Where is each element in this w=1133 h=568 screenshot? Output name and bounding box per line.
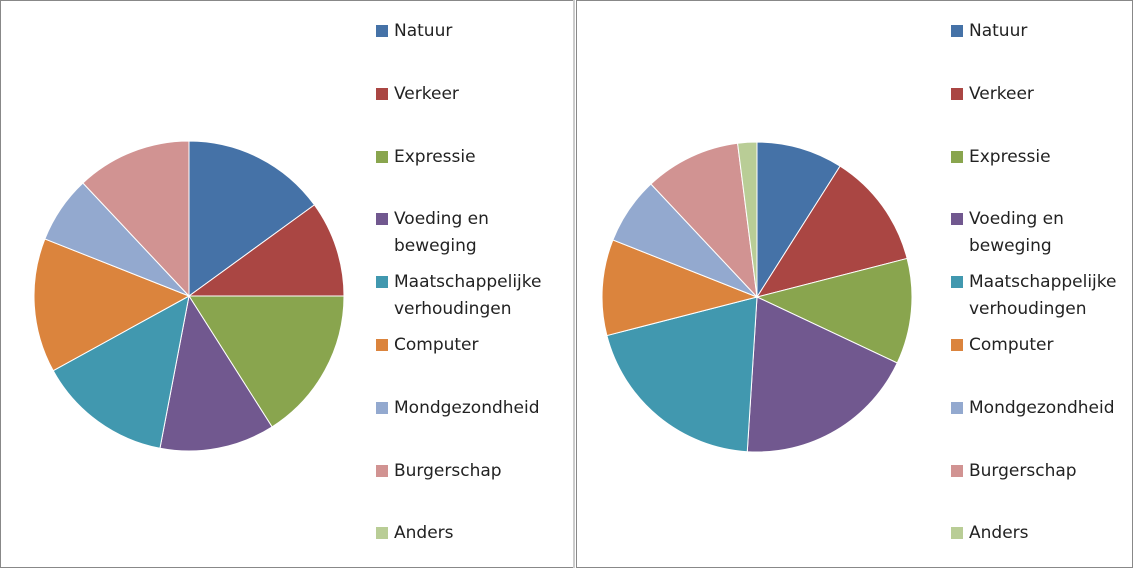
separator xyxy=(573,0,575,568)
pie-slice xyxy=(756,141,841,299)
pie-slice xyxy=(33,238,191,372)
legend-label: Expressie xyxy=(969,146,1051,167)
legend-item: Voeding en beweging xyxy=(376,206,559,260)
legend-swatch xyxy=(951,150,963,163)
pie-slice xyxy=(187,204,345,297)
chart-panel: Natuur Verkeer Expressie Voeding en bewegin… xyxy=(576,0,1133,568)
legend-swatch xyxy=(376,150,388,163)
legend-swatch xyxy=(951,25,963,37)
pie-slice xyxy=(746,296,898,453)
legend-label: Mondgezondheid xyxy=(394,397,540,418)
legend-swatch xyxy=(376,464,388,477)
pie-slice xyxy=(755,165,908,298)
legend-swatch xyxy=(376,213,388,226)
pie-slice xyxy=(737,141,758,298)
legend-item: Verkeer xyxy=(376,81,559,108)
legend-item: Mondgezondheid xyxy=(951,395,1133,422)
pie-chart xyxy=(601,141,913,453)
pie-slice xyxy=(188,295,345,428)
legend-label: Burgerschap xyxy=(969,460,1077,481)
legend-label: Anders xyxy=(969,523,1029,544)
legend-swatch xyxy=(951,87,963,100)
legend-label: Expressie xyxy=(394,146,476,167)
legend-item: Maatschappelijke verhoudingen xyxy=(951,269,1133,323)
legend-label: Voeding en beweging xyxy=(969,209,1064,257)
legend-swatch xyxy=(376,87,388,100)
legend-item: Voeding en beweging xyxy=(951,206,1133,260)
legend-item: Natuur xyxy=(376,18,559,45)
pie-slice xyxy=(159,294,273,452)
legend-item: Burgerschap xyxy=(376,458,559,485)
pie-slice xyxy=(606,296,758,453)
legend-swatch xyxy=(376,276,388,289)
legend-label: Anders xyxy=(394,523,454,544)
legend-item: Expressie xyxy=(951,144,1133,171)
pie-slice xyxy=(601,239,759,337)
legend-label: Computer xyxy=(969,335,1054,355)
legend-label: Voeding en beweging xyxy=(394,209,489,257)
legend-label: Maatschappelijke verhoudingen xyxy=(394,272,542,320)
legend-swatch xyxy=(376,401,388,414)
pie-chart xyxy=(33,140,345,452)
legend-swatch xyxy=(951,527,963,540)
legend-swatch xyxy=(376,25,388,37)
legend-swatch xyxy=(951,213,963,226)
legend-label: Natuur xyxy=(394,21,453,41)
legend-swatch xyxy=(951,276,963,289)
legend-label: Mondgezondheid xyxy=(969,397,1115,418)
legend-item: Computer xyxy=(376,332,559,359)
legend-item: Mondgezondheid xyxy=(376,395,559,422)
pie-slice xyxy=(188,140,316,297)
legend-item: Computer xyxy=(951,332,1133,359)
pie-slice xyxy=(650,142,758,299)
legend-label: Burgerschap xyxy=(394,460,502,481)
legend-item: Natuur xyxy=(951,18,1133,45)
legend-item: Maatschappelijke verhoudingen xyxy=(376,269,559,323)
legend-item: Anders xyxy=(951,520,1133,547)
pie-slice xyxy=(755,257,913,364)
legend-label: Verkeer xyxy=(394,83,459,104)
legend-label: Maatschappelijke verhoudingen xyxy=(969,272,1117,320)
chart-panel: Natuur Verkeer Expressie Voeding en bewegin… xyxy=(0,0,574,568)
legend-swatch xyxy=(951,401,963,414)
legend-swatch xyxy=(951,464,963,477)
legend-label: Natuur xyxy=(969,21,1028,41)
legend-item: Verkeer xyxy=(951,81,1133,108)
legend-item: Burgerschap xyxy=(951,458,1133,485)
legend-swatch xyxy=(376,339,388,351)
legend-label: Verkeer xyxy=(969,83,1034,104)
legend-item: Anders xyxy=(376,520,559,547)
pie-slice xyxy=(82,140,190,298)
legend-item: Expressie xyxy=(376,144,559,171)
legend-swatch xyxy=(951,339,963,351)
legend-label: Computer xyxy=(394,335,479,355)
pie-slice xyxy=(52,295,190,449)
legend-swatch xyxy=(376,527,388,540)
